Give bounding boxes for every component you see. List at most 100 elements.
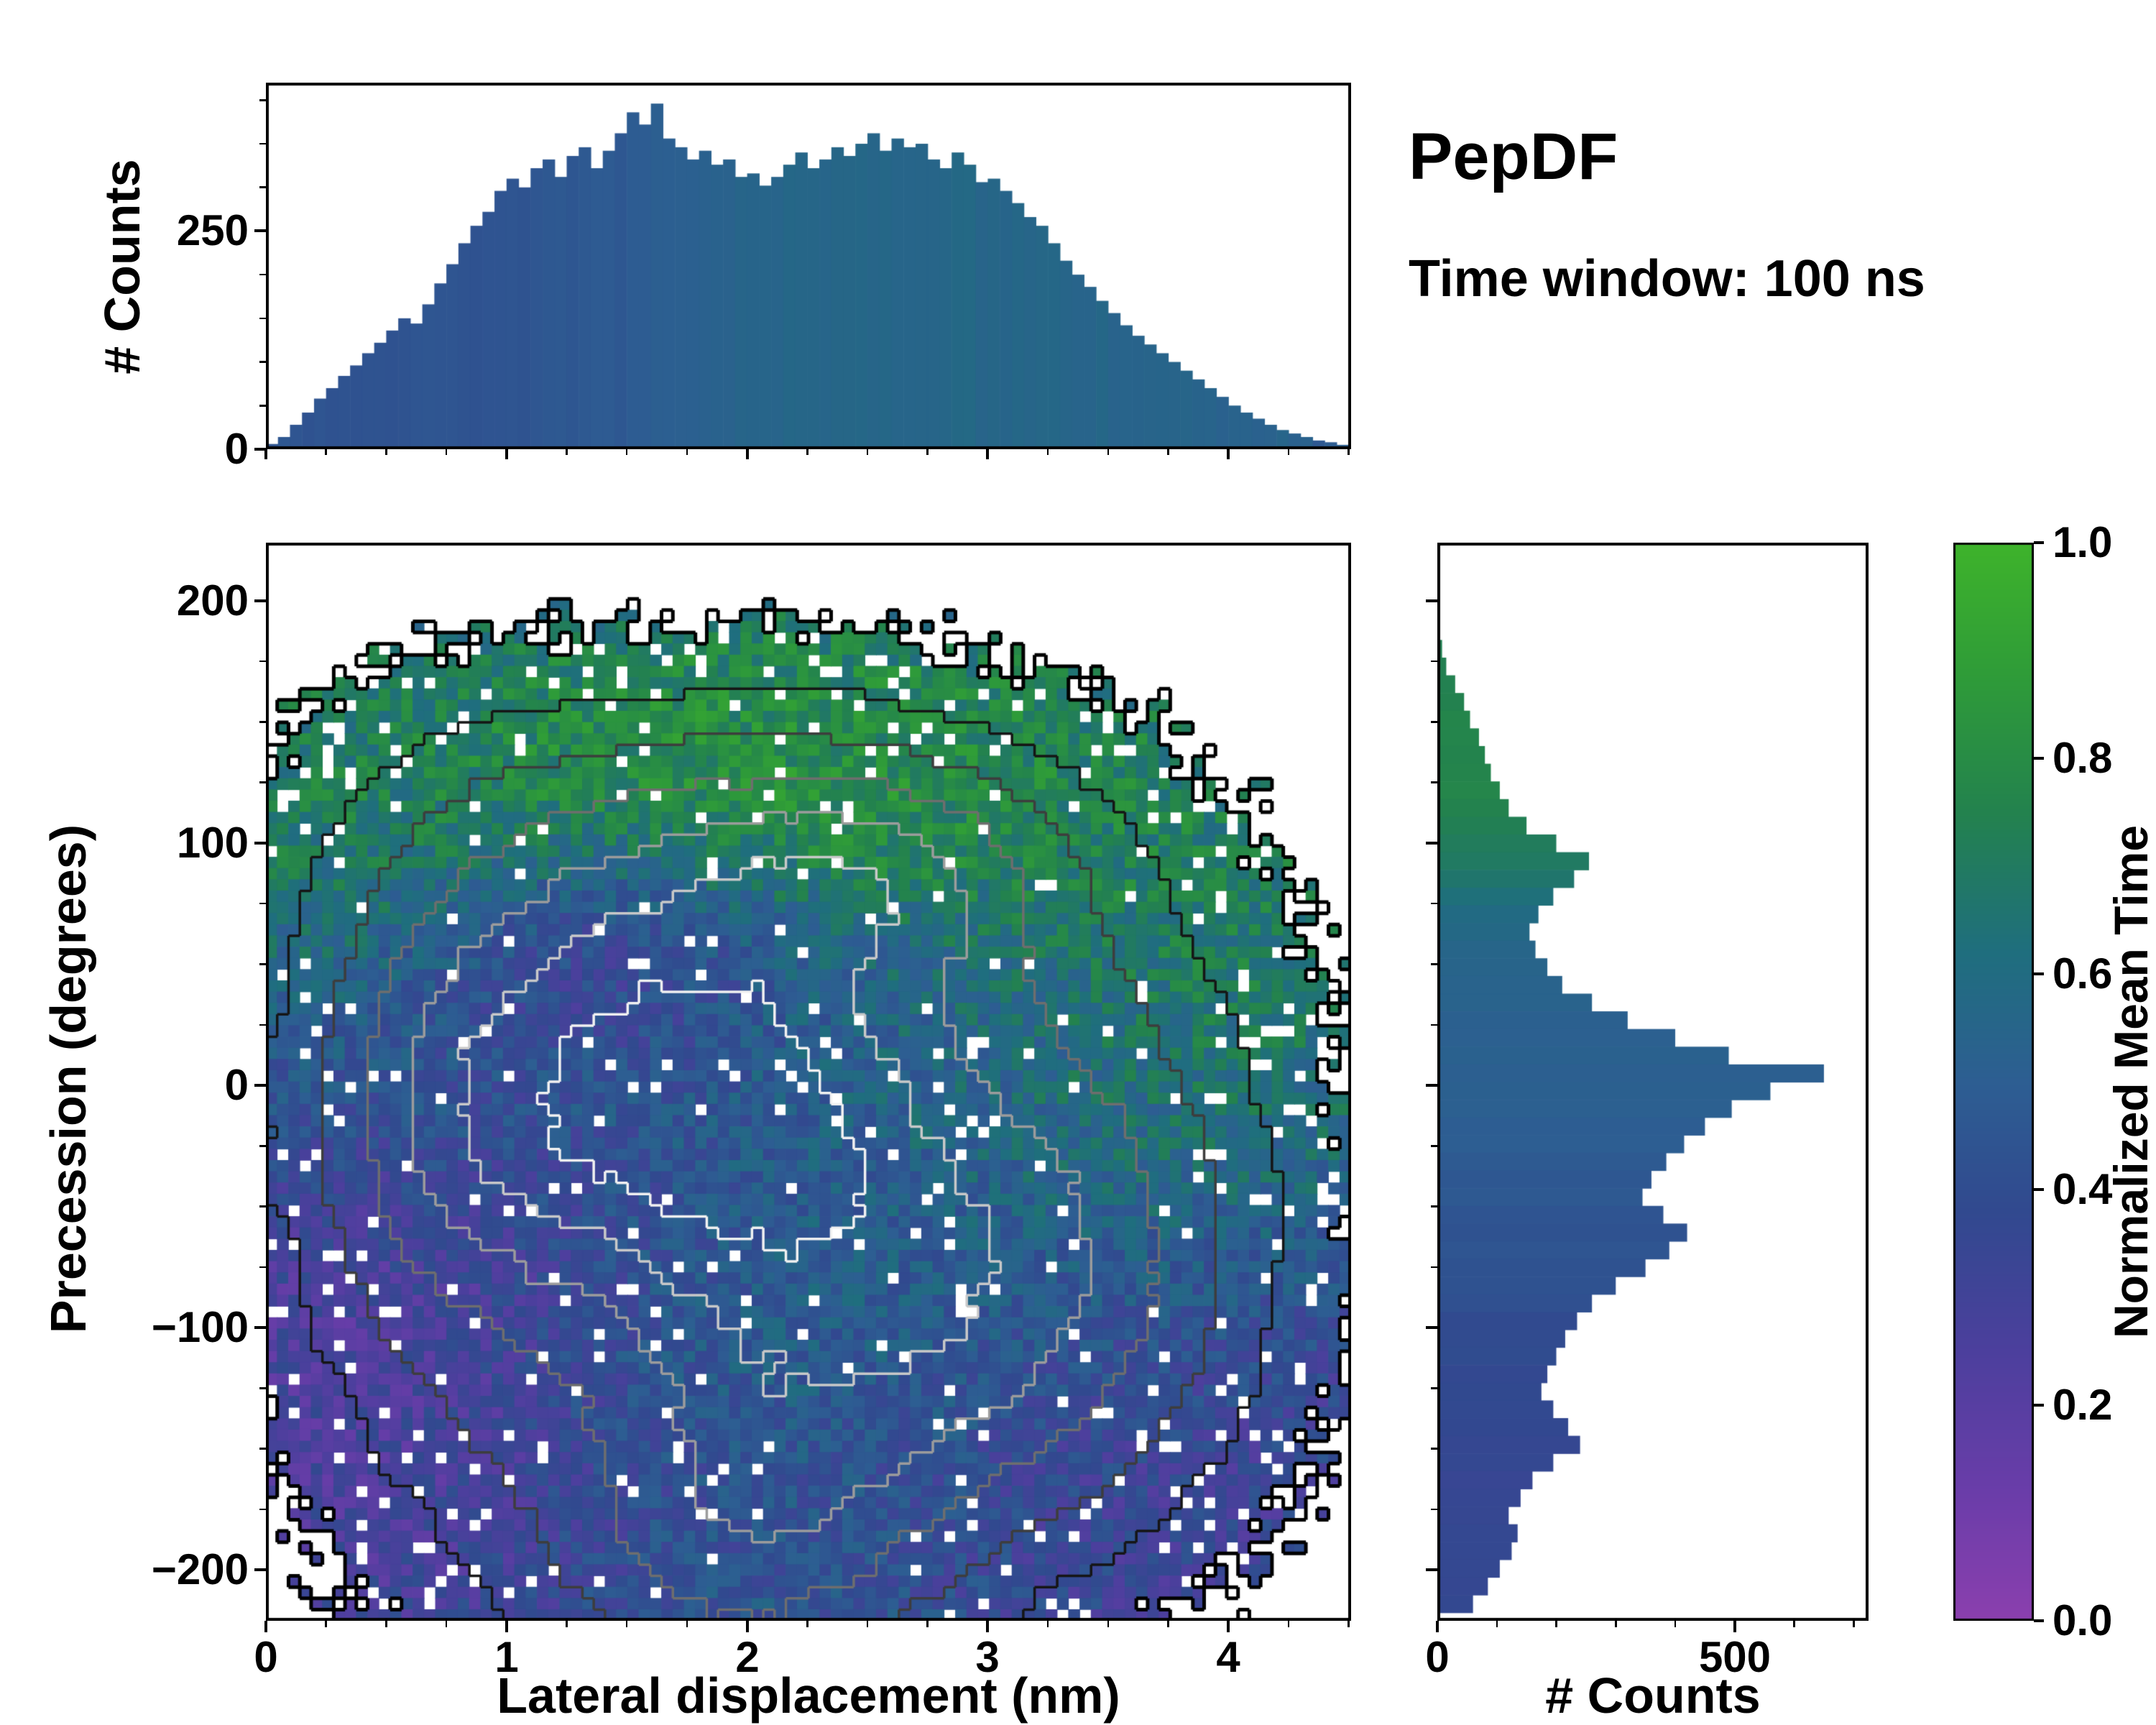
tick-mark	[1431, 1387, 1437, 1389]
tick-mark	[259, 1387, 266, 1389]
tick-mark	[1555, 1621, 1557, 1627]
tick-mark	[866, 1621, 869, 1627]
tick-mark	[1431, 1266, 1437, 1269]
tick-mark	[986, 1621, 990, 1632]
tick-mark	[254, 599, 266, 602]
tick-mark	[1167, 1621, 1169, 1627]
tick-mark	[1287, 449, 1290, 455]
tick-mark	[259, 99, 266, 101]
tick-mark	[2034, 541, 2044, 544]
tick-mark	[1431, 721, 1437, 723]
tick-mark	[1436, 1621, 1439, 1632]
right-hist-xtick: 0	[1425, 1633, 1450, 1681]
right-hist-xlabel: # Counts	[1545, 1668, 1761, 1724]
tick-mark	[254, 448, 266, 451]
tick-mark	[445, 1621, 448, 1627]
tick-mark	[1227, 449, 1230, 459]
tick-mark	[259, 1508, 266, 1511]
tick-mark	[254, 229, 266, 233]
main-heatmap-canvas	[266, 543, 1351, 1621]
tick-mark	[259, 317, 266, 320]
plot-subtitle: Time window: 100 ns	[1409, 250, 1925, 308]
tick-mark	[1348, 449, 1350, 455]
tick-mark	[1426, 1326, 1437, 1330]
tick-mark	[385, 1621, 387, 1627]
tick-mark	[259, 660, 266, 663]
tick-mark	[259, 781, 266, 783]
tick-mark	[325, 1621, 327, 1627]
tick-mark	[866, 449, 869, 455]
tick-mark	[259, 361, 266, 363]
tick-mark	[259, 273, 266, 276]
tick-mark	[254, 1326, 266, 1330]
tick-mark	[686, 449, 688, 455]
tick-mark	[1426, 841, 1437, 845]
tick-mark	[2034, 1188, 2044, 1191]
tick-mark	[1793, 1621, 1795, 1627]
main-ytick: 200	[176, 576, 249, 625]
tick-mark	[986, 449, 990, 459]
tick-mark	[259, 721, 266, 723]
tick-mark	[264, 1621, 267, 1632]
tick-mark	[1496, 1621, 1498, 1627]
tick-mark	[1107, 1621, 1110, 1627]
tick-mark	[1431, 1205, 1437, 1208]
top-hist-ytick: 0	[224, 425, 249, 473]
tick-mark	[1426, 1084, 1437, 1087]
tick-mark	[505, 1621, 508, 1632]
tick-mark	[1107, 449, 1110, 455]
tick-mark	[264, 449, 267, 459]
colorbar-tick: 0.4	[2053, 1165, 2113, 1213]
tick-mark	[926, 449, 929, 455]
tick-mark	[325, 449, 327, 455]
main-ytick: −100	[151, 1303, 249, 1351]
colorbar-tick: 0.0	[2053, 1596, 2113, 1644]
tick-mark	[1431, 963, 1437, 965]
tick-mark	[806, 1621, 808, 1627]
main-xlabel: Lateral displacement (nm)	[497, 1668, 1120, 1724]
main-xtick: 0	[254, 1633, 278, 1681]
main-xtick: 3	[975, 1633, 1000, 1681]
tick-mark	[254, 841, 266, 845]
tick-mark	[259, 1145, 266, 1147]
tick-mark	[1287, 1621, 1290, 1627]
tick-mark	[1167, 449, 1169, 455]
tick-mark	[254, 1084, 266, 1087]
tick-mark	[259, 963, 266, 965]
tick-mark	[1431, 781, 1437, 783]
tick-mark	[259, 1266, 266, 1269]
tick-mark	[259, 1448, 266, 1450]
right-hist-xtick: 500	[1698, 1633, 1772, 1681]
tick-mark	[445, 449, 448, 455]
tick-mark	[505, 449, 508, 459]
tick-mark	[2034, 972, 2044, 975]
main-xtick: 1	[494, 1633, 519, 1681]
plot-title: PepDF	[1409, 120, 1618, 193]
colorbar-tick: 0.2	[2053, 1381, 2113, 1429]
tick-mark	[1046, 449, 1049, 455]
tick-mark	[259, 1024, 266, 1026]
tick-mark	[259, 405, 266, 407]
tick-mark	[254, 1568, 266, 1572]
tick-mark	[1431, 1024, 1437, 1026]
tick-mark	[259, 186, 266, 188]
top-hist-ylabel: # Counts	[94, 159, 150, 374]
tick-mark	[1431, 902, 1437, 905]
tick-mark	[625, 449, 628, 455]
tick-mark	[1431, 1508, 1437, 1511]
tick-mark	[1227, 1621, 1230, 1632]
tick-mark	[806, 449, 808, 455]
main-ylabel: Precession (degrees)	[40, 824, 96, 1334]
tick-mark	[1431, 660, 1437, 663]
tick-mark	[745, 449, 749, 459]
tick-mark	[1733, 1621, 1736, 1632]
tick-mark	[1615, 1621, 1617, 1627]
colorbar-tick: 0.6	[2053, 949, 2113, 998]
tick-mark	[1853, 1621, 1855, 1627]
tick-mark	[1046, 1621, 1049, 1627]
right-hist-canvas	[1437, 543, 1869, 1621]
colorbar-tick: 1.0	[2053, 518, 2113, 566]
tick-mark	[625, 1621, 628, 1627]
tick-mark	[259, 142, 266, 145]
tick-mark	[1426, 1568, 1437, 1572]
